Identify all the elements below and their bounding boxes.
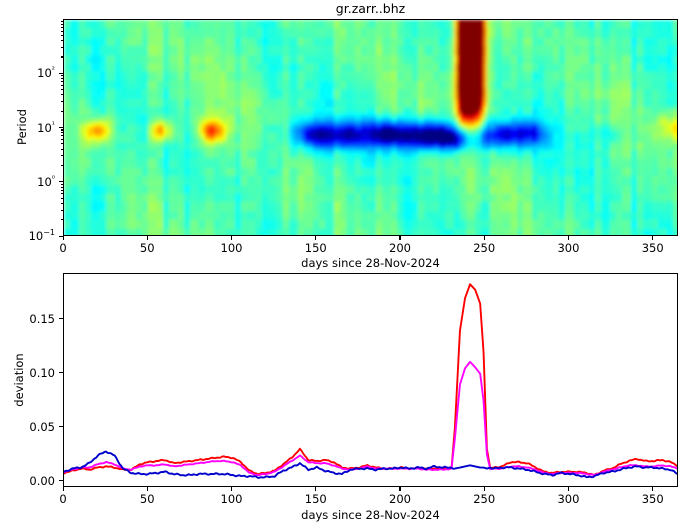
deviation-xtick [652,487,654,491]
deviation-ytick [59,426,63,428]
deviation-xtick [62,487,64,491]
spectrogram-ytick [59,235,63,237]
deviation-xtick-label: 0 [59,492,66,506]
spectrogram-ytick-minor [60,94,63,96]
spectrogram-ytick-minor [60,183,63,185]
spectrogram-ytick-label: 10⁰ [19,174,55,188]
deviation-line-chart [64,283,677,479]
spectrogram-ytick-label: 10¹ [19,120,55,134]
deviation-panel [63,273,678,487]
spectrogram-xtick [146,236,148,240]
deviation-ytick [59,372,63,374]
spectrogram-ytick-minor [60,101,63,103]
deviation-ytick [59,318,63,320]
deviation-xtick [567,487,570,491]
spectrogram-ytick-minor [60,143,63,145]
deviation-xtick-label: 50 [140,492,155,506]
spectrogram-xtick [567,236,570,240]
spectrogram-xtick-label: 350 [642,241,664,255]
spectrogram-ytick-minor [60,202,63,204]
spectrogram-ytick-minor [60,89,63,91]
spectrogram-heatmap [64,20,677,235]
spectrogram-ytick-minor [60,30,63,32]
spectrogram-panel [63,19,678,236]
spectrogram-ytick-label: 10−1 [19,229,55,243]
spectrogram-xtick [62,236,64,240]
figure-title: gr.zarr..bhz [63,1,678,17]
deviation-ytick [59,480,63,482]
deviation-y-axis-label: deviation [12,325,26,435]
deviation-xtick-label: 100 [221,492,243,506]
deviation-xtick-label: 300 [557,492,579,506]
spectrogram-ytick-minor [60,81,63,83]
spectrogram-xtick-label: 50 [140,241,155,255]
deviation-ytick-label: 0.15 [19,312,55,326]
spectrogram-ytick-minor [60,135,63,137]
deviation-xtick [146,487,148,491]
deviation-ytick-label: 0.05 [19,420,55,434]
deviation-xtick [315,487,317,491]
deviation-xtick [399,487,401,491]
deviation-xtick-label: 200 [389,492,411,506]
spectrogram-ytick-minor [60,186,63,188]
spectrogram-ytick-minor [60,56,63,58]
spectrogram-ytick-minor [60,75,63,77]
spectrogram-ytick-minor [60,164,63,166]
spectrogram-ytick [59,127,63,129]
spectrogram-ytick-minor [60,34,63,36]
deviation-ytick-label: 0.10 [19,366,55,380]
spectrogram-xtick-label: 0 [59,241,66,255]
spectrogram-ytick-minor [60,189,63,191]
spectrogram-ytick-minor [60,46,63,48]
deviation-xtick-label: 350 [642,492,664,506]
spectrogram-ytick-minor [60,129,63,131]
spectrogram-ytick-minor [60,139,63,141]
spectrogram-ytick-minor [60,110,63,112]
spectrogram-xtick-label: 100 [221,241,243,255]
spectrogram-ytick-minor [60,193,63,195]
spectrogram-xtick-label: 200 [389,241,411,255]
spectrogram-ytick-minor [60,219,63,221]
spectrogram-xtick-label: 300 [557,241,579,255]
deviation-xtick [483,487,485,491]
spectrogram-ytick [59,72,63,74]
spectrogram-ytick-minor [60,84,63,86]
spectrogram-xtick [399,236,401,240]
spectrogram-xtick-label: 250 [473,241,495,255]
deviation-x-axis-label: days since 28-Nov-2024 [63,508,678,522]
spectrogram-ytick-label: 10² [19,66,55,80]
spectrogram-ytick-minor [60,197,63,199]
spectrogram-ytick-minor [60,209,63,211]
spectrogram-xtick [315,236,317,240]
spectrogram-xtick [652,236,654,240]
spectrogram-ytick-minor [60,26,63,28]
deviation-xtick-label: 150 [305,492,327,506]
deviation-xtick [230,487,233,491]
deviation-ytick-label: 0.00 [19,474,55,488]
spectrogram-xtick [483,236,485,240]
spectrogram-ytick-minor [60,40,63,42]
spectrogram-ytick-minor [60,23,63,25]
spectrogram-ytick [59,181,63,183]
spectrogram-ytick-minor [60,20,63,23]
spectrogram-ytick-minor [60,78,63,80]
spectrogram-ytick-minor [60,155,63,157]
spectrogram-ytick-minor [60,148,63,150]
deviation-xtick-label: 250 [473,492,495,506]
spectrogram-xtick-label: 150 [305,241,327,255]
spectrogram-x-axis-label: days since 28-Nov-2024 [63,256,678,270]
spectrogram-ytick-minor [60,132,63,134]
spectrogram-xtick [230,236,233,240]
